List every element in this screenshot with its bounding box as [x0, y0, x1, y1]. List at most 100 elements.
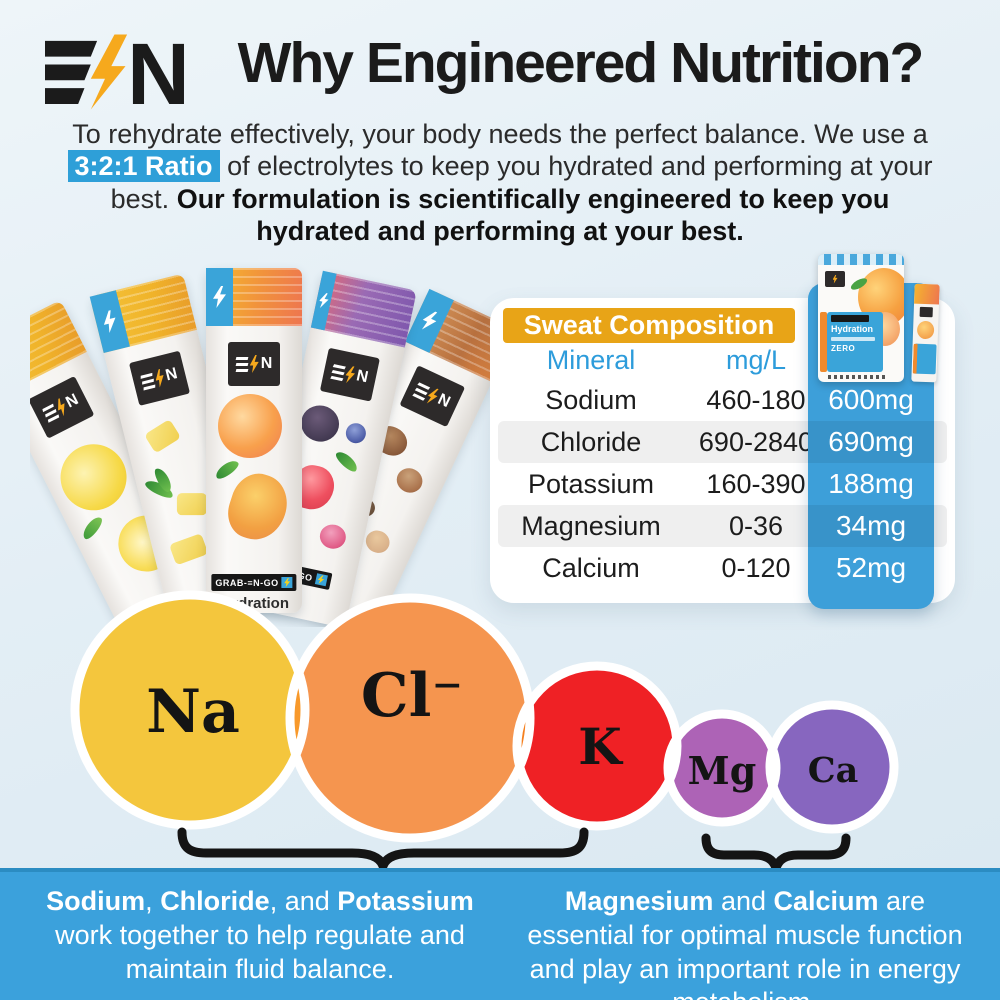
lemon-graphic — [49, 432, 138, 522]
stick-logo: N — [399, 365, 466, 428]
bubble-ring — [663, 709, 781, 827]
pineapple-graphic — [144, 418, 182, 454]
footer-text: are essential for optimal muscle functio… — [527, 886, 963, 1000]
stick-pack-fan: N N N — [30, 255, 508, 627]
lightning-bolt-icon — [284, 578, 291, 587]
lightning-bolt-icon — [101, 309, 119, 333]
logo-letter-n: N — [63, 391, 82, 412]
bubble-ca — [770, 705, 894, 829]
blueberry-graphic — [344, 421, 368, 446]
flavor-strip — [820, 312, 827, 372]
intro-text: To rehydrate effectively, your body need… — [72, 119, 928, 149]
stick-logo: N — [319, 347, 380, 402]
brace-na-cl-k — [177, 827, 589, 880]
column-header-unit: mg/L — [725, 345, 786, 375]
table-title: Sweat Composition — [503, 308, 795, 343]
intro-paragraph: To rehydrate effectively, your body need… — [50, 118, 950, 248]
mineral-range: 160-390 — [706, 469, 806, 499]
amount-value: 600mg — [828, 384, 914, 415]
logo-e-bars — [412, 381, 431, 401]
logo-e-bars — [41, 403, 60, 423]
table-row: Sodium 460-180 — [490, 379, 820, 421]
leaf-graphic — [213, 457, 241, 482]
logo-e-bar — [45, 40, 98, 57]
footer-band: Sodium, Chloride, and Potassium work tog… — [0, 868, 1000, 1000]
lightning-bolt-icon — [213, 286, 226, 308]
logo-e-bars — [140, 372, 155, 391]
logo-e-bar — [45, 88, 85, 104]
hydration-label: Hydration — [831, 324, 874, 334]
pack-seal-band — [30, 300, 87, 396]
bold-magnesium: Magnesium — [564, 886, 714, 916]
product-bag-graphic: Hydration ZERO — [812, 250, 940, 388]
lightning-bolt-icon — [832, 274, 838, 284]
footer-text: and — [713, 886, 774, 916]
column-stripe — [808, 421, 934, 463]
grab-en-go-bar: GRAB-≡N-GO — [211, 574, 297, 591]
symbol-k: K — [578, 717, 623, 776]
bubble-ring — [70, 590, 310, 830]
stick-logo: N — [30, 375, 95, 439]
hydration-pouch: Hydration ZERO — [818, 254, 904, 382]
symbol-cl: Cl⁻ — [361, 661, 463, 731]
intro-text: of electrolytes to keep you hydrated and… — [110, 151, 933, 214]
stick-logo — [919, 306, 933, 318]
zero-label: ZERO — [831, 344, 856, 353]
symbol-ca: Ca — [808, 750, 859, 791]
stick-label — [912, 343, 937, 375]
brand-logo: N — [45, 28, 190, 116]
mineral-range: 0-36 — [728, 511, 783, 541]
footer-text: , and — [269, 886, 338, 916]
logo-e-bar — [45, 64, 91, 81]
lightning-bolt-icon — [318, 292, 330, 310]
mineral-name: Calcium — [542, 553, 640, 583]
pouch-label: Hydration ZERO — [827, 312, 883, 372]
mango-graphic — [221, 466, 295, 548]
footer-text-right: Magnesium and Calcium are essential for … — [512, 885, 978, 1000]
logo-letter-n: N — [127, 28, 190, 116]
pouch-seal-strip — [818, 254, 904, 265]
bold-potassium: Potassium — [337, 886, 474, 916]
lightning-bolt-icon — [249, 355, 259, 373]
bold-chloride: Chloride — [160, 886, 270, 916]
brace-mg-ca — [701, 833, 851, 880]
logo-e-bars — [330, 363, 346, 381]
column-header-mineral: Mineral — [546, 345, 636, 375]
logo-letter-n: N — [435, 390, 453, 412]
logo-e-bars — [235, 356, 249, 372]
logo-letter-n: N — [260, 355, 273, 372]
table-row: Magnesium 0-36 — [490, 505, 820, 547]
lightning-bolt-icon — [419, 308, 440, 333]
bubble-ring — [765, 700, 899, 834]
label-icons-row — [828, 375, 888, 379]
grab-en-go-label: GRAB-≡N-GO — [215, 577, 279, 588]
logo-letter-n: N — [354, 367, 370, 387]
bolt-badge — [281, 577, 293, 588]
pineapple-graphic — [176, 493, 207, 516]
bold-calcium: Calcium — [773, 886, 879, 916]
electrolyte-bubble-diagram: Na Cl⁻ K Mg Ca — [70, 590, 899, 880]
mineral-range: 460-180 — [706, 385, 806, 415]
pouch-logo — [825, 271, 845, 287]
pack-seal-band — [914, 283, 940, 305]
peach-graphic — [218, 394, 282, 458]
leaf-graphic — [333, 448, 361, 475]
bubble-na — [75, 595, 305, 825]
label-line — [831, 337, 875, 341]
intro-bold-text: Our formulation is scientifically engine… — [176, 183, 890, 247]
mineral-name: Sodium — [545, 385, 637, 415]
blackberry-graphic — [297, 401, 343, 446]
amount-value: 34mg — [835, 510, 907, 541]
mango-graphic — [916, 320, 935, 340]
bubble-ring — [285, 593, 535, 843]
footer-text: , — [145, 886, 161, 916]
tamarind-graphic — [392, 464, 427, 497]
page-title: Why Engineered Nutrition? — [237, 31, 925, 95]
bubble-mg — [668, 714, 776, 822]
lightning-bolt-icon — [90, 34, 128, 110]
amount-value: 690mg — [828, 426, 914, 457]
mineral-name: Magnesium — [521, 511, 661, 541]
logo-letter-n: N — [163, 365, 180, 385]
ratio-highlight: 3:2:1 Ratio — [67, 150, 220, 183]
amount-value: 188mg — [828, 468, 914, 499]
